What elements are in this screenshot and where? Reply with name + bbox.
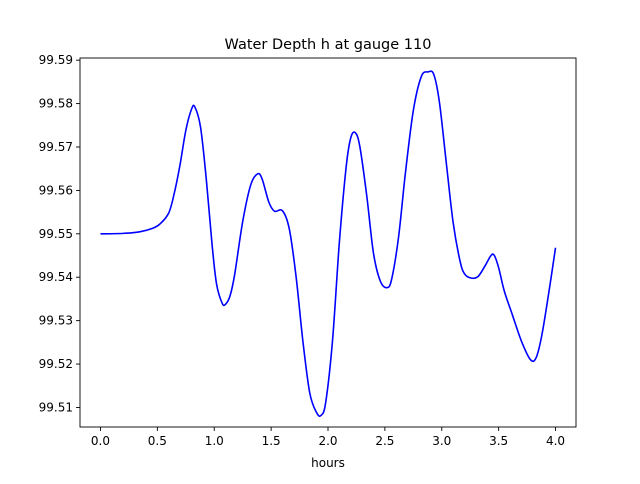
x-tick-label: 3.0 xyxy=(432,434,451,448)
x-axis-ticks: 0.0 0.5 1.0 1.5 2.0 2.5 3.0 3.5 4.0 xyxy=(91,427,565,448)
y-tick-label: 99.55 xyxy=(39,227,73,241)
plot-area-frame xyxy=(79,57,577,428)
x-tick-label: 2.5 xyxy=(375,434,394,448)
y-tick-label: 99.54 xyxy=(39,270,73,284)
x-tick-label: 0.5 xyxy=(148,434,167,448)
y-tick-label: 99.58 xyxy=(39,97,73,111)
x-tick-label: 1.0 xyxy=(205,434,224,448)
y-tick-label: 99.51 xyxy=(39,400,73,414)
x-tick-label: 2.0 xyxy=(318,434,337,448)
water-depth-line xyxy=(100,70,557,417)
y-tick-label: 99.57 xyxy=(39,140,73,154)
y-tick-label: 99.59 xyxy=(39,53,73,67)
y-tick-label: 99.52 xyxy=(39,357,73,371)
chart-title: Water Depth h at gauge 110 xyxy=(225,37,432,53)
x-tick-label: 4.0 xyxy=(546,434,565,448)
x-tick-label: 1.5 xyxy=(262,434,281,448)
y-tick-label: 99.56 xyxy=(39,183,73,197)
y-tick-label: 99.53 xyxy=(39,314,73,328)
x-axis-label: hours xyxy=(311,456,345,470)
y-axis-ticks: 99.51 99.52 99.53 99.54 99.55 99.56 99.57 99.58… xyxy=(39,53,80,414)
x-tick-label: 0.0 xyxy=(91,434,110,448)
x-tick-label: 3.5 xyxy=(489,434,508,448)
